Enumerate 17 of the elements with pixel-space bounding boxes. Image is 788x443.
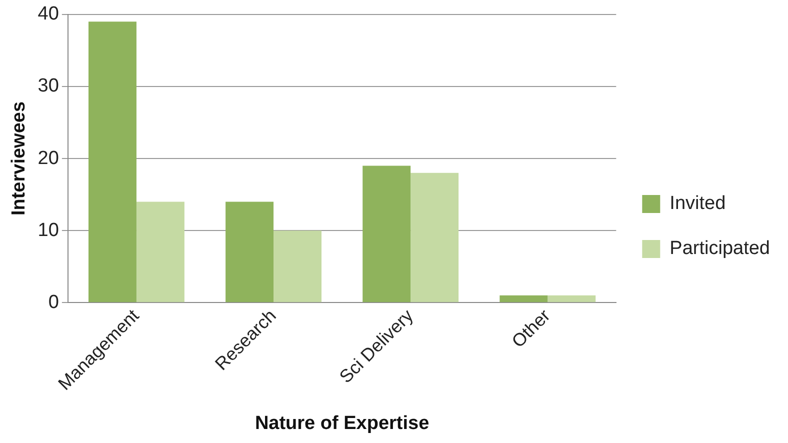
legend-label: Invited	[670, 193, 726, 214]
y-tick-label: 10	[38, 220, 59, 241]
bar	[226, 202, 274, 302]
y-axis-title: Interviewees	[8, 101, 30, 216]
y-tick-label: 0	[48, 292, 59, 313]
bar	[136, 202, 184, 302]
y-tick-label: 40	[38, 4, 59, 25]
bar	[88, 22, 136, 302]
bar	[548, 295, 596, 302]
bar	[274, 230, 322, 302]
y-tick-label: 20	[38, 148, 59, 169]
x-axis-title: Nature of Expertise	[254, 412, 430, 434]
bar	[500, 295, 548, 302]
legend-label: Participated	[670, 238, 770, 260]
y-tick-label: 30	[38, 76, 59, 97]
bar	[362, 166, 411, 302]
bar	[410, 172, 459, 302]
